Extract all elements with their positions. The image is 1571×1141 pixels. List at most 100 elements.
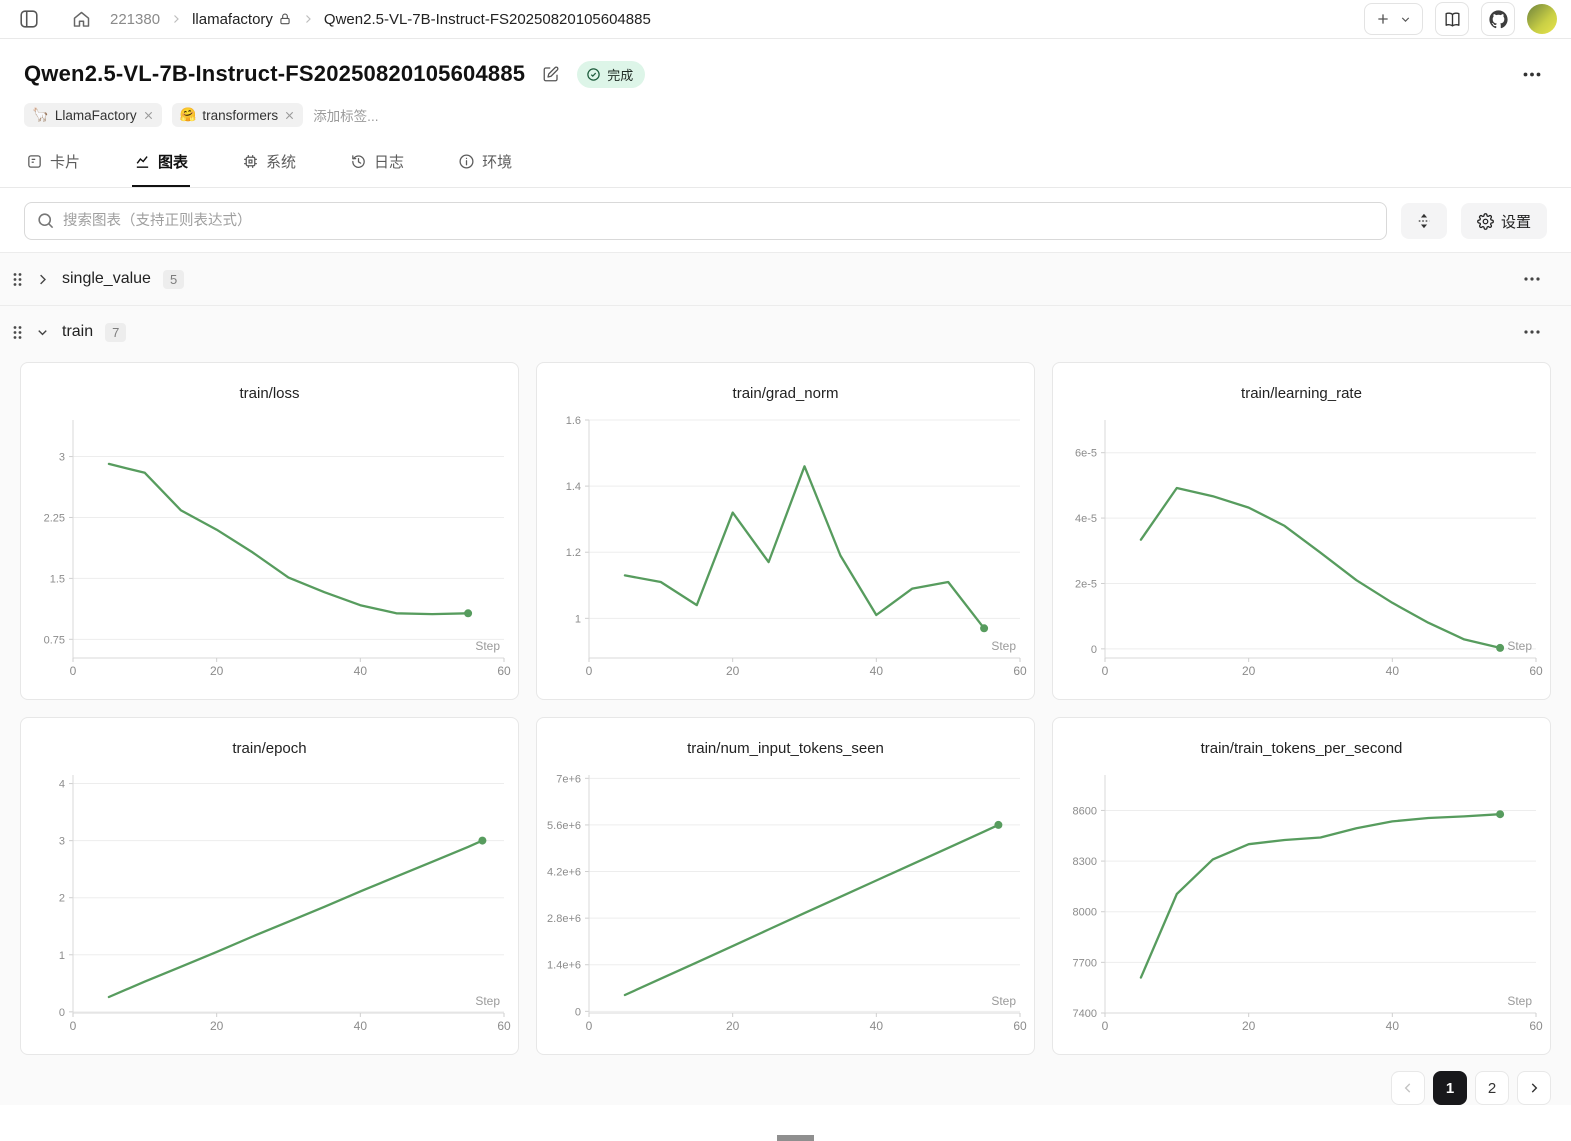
page-title: Qwen2.5-VL-7B-Instruct-FS202508201056048… [24, 61, 526, 86]
svg-text:0: 0 [1102, 664, 1109, 678]
tab-system[interactable]: 系统 [240, 147, 298, 187]
svg-text:7e+6: 7e+6 [556, 773, 581, 785]
svg-text:7700: 7700 [1073, 957, 1097, 969]
section-collapse-toggle[interactable] [35, 272, 50, 287]
tag-transformers[interactable]: 🤗 transformers [171, 103, 304, 127]
next-page-button[interactable] [1517, 1071, 1551, 1105]
chart-title: train/grad_norm [732, 385, 839, 402]
svg-text:20: 20 [726, 664, 740, 678]
svg-text:20: 20 [1242, 1019, 1256, 1033]
line-chart[interactable]: 1 1.2 1.4 1.6 0 20 40 60 Step [537, 408, 1034, 690]
svg-text:3: 3 [59, 836, 65, 848]
section-count-badge: 7 [105, 322, 127, 342]
svg-text:2.25: 2.25 [44, 512, 65, 524]
svg-text:2.8e+6: 2.8e+6 [547, 913, 581, 925]
tag-llamafactory[interactable]: 🦙 LlamaFactory [24, 103, 162, 127]
home-button[interactable] [66, 4, 96, 34]
chevron-right-icon [35, 272, 50, 287]
chevron-down-icon [35, 325, 50, 340]
chart-title: train/learning_rate [1241, 385, 1362, 402]
page-2-button[interactable]: 2 [1475, 1071, 1509, 1105]
svg-text:0: 0 [586, 1019, 593, 1033]
line-chart[interactable]: 0 2e-5 4e-5 6e-5 0 20 40 60 Step [1053, 408, 1550, 690]
svg-text:20: 20 [210, 664, 224, 678]
svg-text:Step: Step [475, 994, 500, 1008]
drag-handle-icon[interactable] [12, 272, 23, 287]
card-icon [26, 153, 43, 170]
tab-logs[interactable]: 日志 [348, 147, 406, 187]
github-button[interactable] [1481, 2, 1515, 36]
section-menu-button[interactable] [1517, 264, 1547, 294]
info-icon [458, 153, 475, 170]
topbar-actions [1364, 2, 1557, 36]
tab-charts[interactable]: 图表 [132, 147, 191, 187]
ellipsis-icon [1524, 277, 1540, 281]
tab-label: 日志 [374, 154, 405, 171]
line-chart[interactable]: 7400 7700 8000 8300 8600 0 20 40 60 Step [1053, 763, 1550, 1045]
expand-rows-button[interactable] [1400, 203, 1447, 239]
tab-label: 环境 [482, 154, 513, 171]
chart-title: train/num_input_tokens_seen [687, 740, 884, 757]
svg-text:60: 60 [1013, 1019, 1027, 1033]
remove-tag-button[interactable] [284, 110, 295, 121]
svg-text:4: 4 [59, 779, 65, 791]
prev-page-button[interactable] [1391, 1071, 1425, 1105]
docs-button[interactable] [1435, 2, 1469, 36]
chart-title: train/loss [239, 385, 300, 402]
new-button[interactable] [1364, 3, 1423, 35]
tab-label: 卡片 [50, 154, 81, 171]
svg-text:4.2e+6: 4.2e+6 [547, 867, 581, 879]
chevron-right-icon [1527, 1081, 1541, 1095]
svg-text:60: 60 [497, 664, 511, 678]
remove-tag-button[interactable] [143, 110, 154, 121]
svg-text:5.6e+6: 5.6e+6 [547, 820, 581, 832]
avatar[interactable] [1527, 4, 1557, 34]
svg-text:40: 40 [354, 1019, 368, 1033]
svg-text:60: 60 [1013, 664, 1027, 678]
chart-card-train-epoch: train/epoch 0 1 2 3 4 0 20 40 60 Step [20, 717, 519, 1055]
breadcrumb-project-id[interactable]: 221380 [110, 10, 161, 28]
svg-text:4e-5: 4e-5 [1075, 513, 1097, 525]
settings-button[interactable]: 设置 [1460, 203, 1547, 239]
home-icon [71, 9, 92, 30]
hugging-face-emoji-icon: 🤗 [179, 107, 197, 122]
section-menu-button[interactable] [1517, 317, 1547, 347]
search-input[interactable] [24, 202, 1387, 240]
svg-text:0: 0 [1102, 1019, 1109, 1033]
svg-text:60: 60 [1529, 664, 1543, 678]
breadcrumb-run-name[interactable]: Qwen2.5-VL-7B-Instruct-FS202508201056048… [323, 10, 651, 28]
tags-row: 🦙 LlamaFactory 🤗 transformers 添加标签... [24, 103, 1547, 127]
svg-text:2: 2 [59, 893, 65, 905]
add-tag-button[interactable]: 添加标签... [313, 105, 378, 125]
svg-text:Step: Step [991, 639, 1016, 653]
svg-text:0: 0 [586, 664, 593, 678]
page-1-button[interactable]: 1 [1433, 1071, 1467, 1105]
section-collapse-toggle[interactable] [35, 325, 50, 340]
line-chart[interactable]: 0.75 1.5 2.25 3 0 20 40 60 Step [21, 408, 518, 690]
status-badge: 完成 [577, 60, 646, 88]
svg-text:40: 40 [870, 1019, 884, 1033]
line-chart[interactable]: 0 1.4e+6 2.8e+6 4.2e+6 5.6e+6 7e+6 0 20 40 60 Step [537, 763, 1034, 1045]
edit-title-button[interactable] [539, 62, 563, 86]
book-icon [1443, 10, 1462, 29]
run-menu-button[interactable] [1517, 59, 1547, 89]
svg-text:1.5: 1.5 [50, 573, 65, 585]
svg-text:0: 0 [59, 1007, 65, 1019]
breadcrumb: 221380 llamafactory Qwen2.5-VL-7B-Instru… [110, 11, 651, 28]
ellipsis-icon [1523, 72, 1541, 77]
tab-label: 系统 [266, 154, 297, 171]
breadcrumb-workspace-label: llamafactory [192, 10, 273, 28]
tab-cards[interactable]: 卡片 [24, 147, 82, 187]
sidebar-toggle-button[interactable] [14, 4, 44, 34]
chevron-right-icon [170, 13, 182, 25]
tab-environment[interactable]: 环境 [456, 147, 514, 187]
tag-label: transformers [202, 107, 279, 123]
svg-text:0: 0 [1091, 644, 1097, 656]
svg-text:60: 60 [1529, 1019, 1543, 1033]
breadcrumb-workspace[interactable]: llamafactory [192, 11, 292, 28]
llama-emoji-icon: 🦙 [32, 107, 49, 122]
svg-text:1.2: 1.2 [566, 547, 581, 559]
drag-handle-icon[interactable] [12, 325, 23, 340]
history-clock-icon [350, 153, 367, 170]
